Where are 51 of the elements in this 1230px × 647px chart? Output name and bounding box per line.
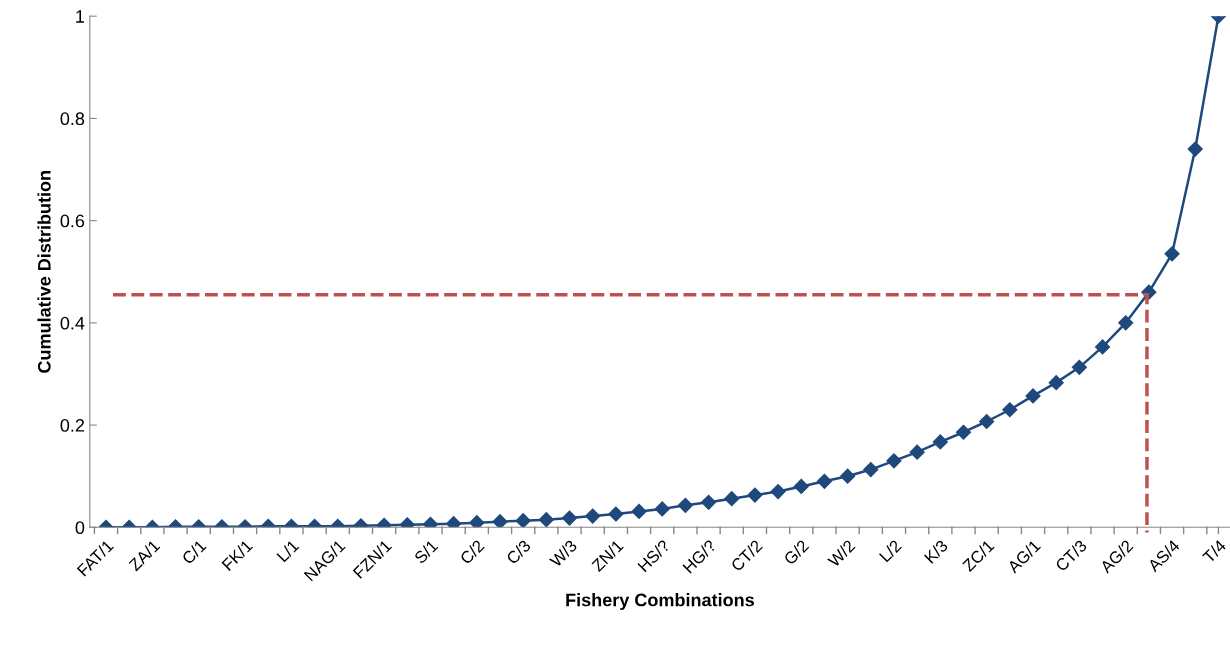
point: [561, 510, 578, 526]
point: [631, 503, 647, 520]
point: [863, 461, 879, 478]
point: [1164, 246, 1180, 262]
y-tick-label: 0.4: [60, 316, 85, 330]
point: [700, 494, 717, 510]
point: [492, 514, 508, 528]
point: [1025, 388, 1041, 404]
point: [979, 413, 995, 430]
x-tick-label: W/3: [548, 538, 578, 568]
point: [446, 516, 462, 528]
point: [469, 515, 485, 528]
point: [932, 434, 948, 450]
point: [724, 491, 740, 507]
y-tick-label: 0.8: [60, 112, 85, 126]
point: [1048, 375, 1064, 391]
point: [1187, 141, 1203, 157]
point: [677, 497, 693, 513]
x-tick-label: L/2: [878, 539, 903, 563]
y-tick-label: 0.2: [60, 419, 85, 432]
x-tick-label: K/3: [923, 538, 949, 564]
point: [909, 444, 925, 460]
point: [538, 512, 554, 528]
point: [816, 473, 833, 489]
x-axis-title: Fishery Combinations: [566, 593, 754, 610]
y-tick-label: 0.6: [60, 214, 85, 228]
point: [1094, 339, 1111, 355]
point: [840, 468, 856, 484]
x-tick-label: G/2: [782, 539, 810, 566]
x-tick-label: W/2: [826, 539, 856, 568]
point: [585, 508, 601, 524]
point: [1002, 402, 1018, 418]
point: [1118, 315, 1134, 331]
x-tick-label: C/2: [459, 539, 485, 565]
point: [955, 424, 972, 440]
point: [770, 483, 786, 500]
point: [793, 478, 809, 494]
point: [608, 506, 624, 522]
x-tick-label: T/4: [1201, 538, 1227, 564]
point: [1071, 359, 1087, 375]
y-axis-title: Cumulative Distribution: [37, 171, 51, 373]
x-tick-label: C/1: [180, 538, 207, 565]
y-tick-label: 1: [76, 10, 85, 23]
point: [654, 501, 670, 517]
x-tick-label: L/1: [276, 538, 300, 563]
x-tick-label: S/1: [413, 538, 439, 565]
x-tick-label: C/3: [505, 538, 532, 565]
y-tick-label: 0: [75, 521, 85, 535]
point: [747, 487, 763, 503]
point: [886, 453, 902, 469]
point: [515, 513, 531, 528]
